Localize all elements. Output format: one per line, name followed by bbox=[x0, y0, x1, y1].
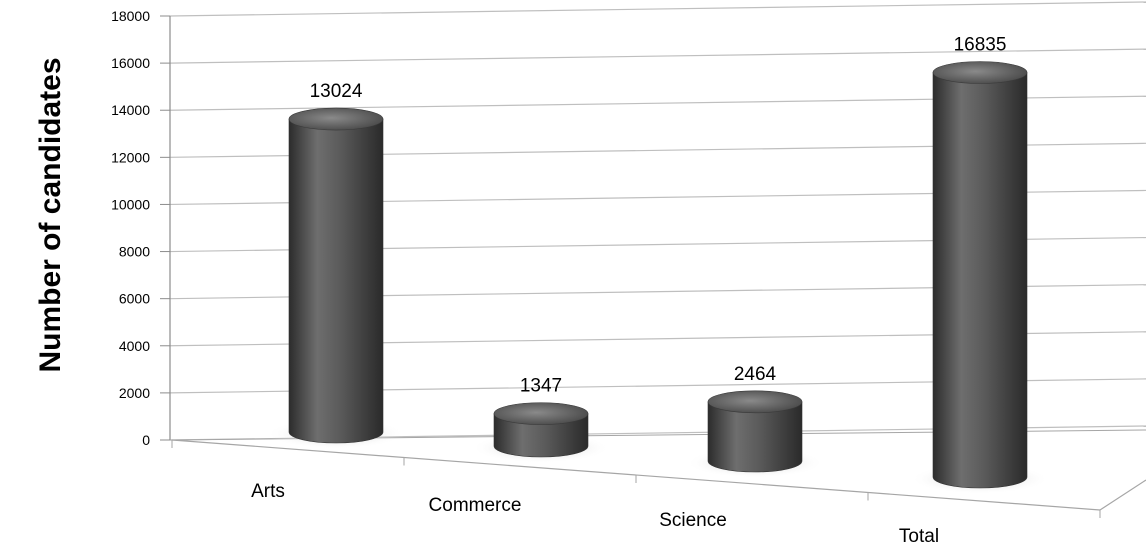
data-label: 13024 bbox=[310, 81, 363, 102]
gridline bbox=[169, 1, 1146, 17]
y-tick-label: 2000 bbox=[119, 385, 150, 401]
data-label: 2464 bbox=[734, 364, 777, 385]
y-tick-label: 0 bbox=[142, 432, 150, 448]
labels: 0 2000 4000 6000 8000 10000 12000 14000 16000 180… bbox=[111, 8, 1006, 547]
y-tick-label: 8000 bbox=[119, 244, 150, 260]
bar-top-cap bbox=[932, 61, 1028, 84]
y-tick-label: 6000 bbox=[119, 291, 150, 307]
bar-arts bbox=[288, 118, 384, 444]
gridline bbox=[169, 48, 1146, 64]
bar-total bbox=[932, 72, 1028, 489]
y-axis-label: Number of candidates bbox=[34, 57, 67, 372]
x-category-label: Commerce bbox=[429, 495, 522, 516]
y-tick-label: 16000 bbox=[111, 55, 150, 71]
y-tick-label: 18000 bbox=[111, 8, 150, 24]
x-category-label: Arts bbox=[251, 481, 285, 502]
bar-science bbox=[707, 401, 803, 473]
bar-commerce bbox=[493, 413, 589, 458]
y-tick-label: 10000 bbox=[111, 196, 150, 212]
bar-top-cap bbox=[493, 402, 589, 425]
bar-top-cap bbox=[707, 390, 803, 414]
x-category-label: Total bbox=[899, 526, 939, 547]
bars bbox=[267, 61, 1049, 494]
floor-right-edge bbox=[1099, 479, 1146, 511]
data-label: 1347 bbox=[520, 376, 562, 397]
bar-top-cap bbox=[288, 107, 384, 131]
x-category-label: Science bbox=[659, 510, 727, 531]
data-label: 16835 bbox=[954, 35, 1007, 56]
y-tick-label: 4000 bbox=[119, 338, 150, 354]
y-tick-label: 14000 bbox=[111, 102, 150, 118]
y-tick-label: 12000 bbox=[111, 149, 150, 165]
